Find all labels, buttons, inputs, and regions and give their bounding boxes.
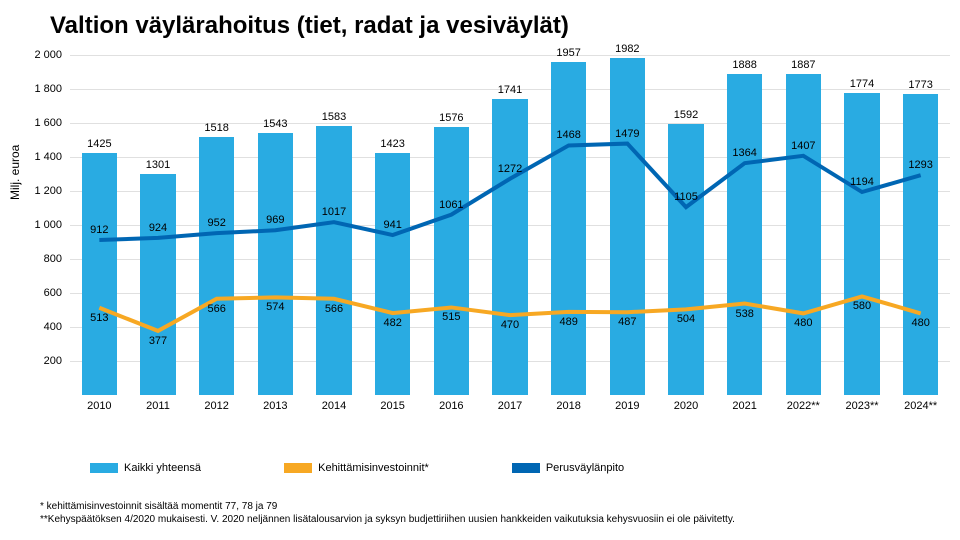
legend-swatch-total xyxy=(90,463,118,473)
bar-value-label: 1543 xyxy=(245,118,305,130)
y-tick: 800 xyxy=(32,253,62,265)
line-value-label: 377 xyxy=(128,335,188,347)
line-value-label: 1061 xyxy=(421,199,481,211)
line-value-label: 1017 xyxy=(304,206,364,218)
line-value-label: 504 xyxy=(656,313,716,325)
line-value-label: 1364 xyxy=(715,147,775,159)
line-value-label: 1194 xyxy=(832,176,892,188)
x-tick-label: 2019 xyxy=(598,400,656,412)
bar-value-label: 1301 xyxy=(128,159,188,171)
y-tick: 200 xyxy=(32,355,62,367)
x-tick-label: 2023** xyxy=(833,400,891,412)
bar-value-label: 1957 xyxy=(539,47,599,59)
line-value-label: 566 xyxy=(187,303,247,315)
line-value-label: 941 xyxy=(363,219,423,231)
line-value-label: 1407 xyxy=(773,140,833,152)
line-value-label: 470 xyxy=(480,319,540,331)
x-tick-label: 2011 xyxy=(129,400,187,412)
line-value-label: 515 xyxy=(421,311,481,323)
chart-area: 2004006008001 0001 2001 4001 6001 8002 0… xyxy=(0,55,960,435)
footnotes: * kehittämisinvestoinnit sisältää moment… xyxy=(40,500,735,526)
plot: 1425130115181543158314231576174119571982… xyxy=(70,55,950,395)
footnote-1: * kehittämisinvestoinnit sisältää moment… xyxy=(40,500,735,513)
line-value-label: 574 xyxy=(245,301,305,313)
line-value-label: 480 xyxy=(891,317,951,329)
y-tick: 1 600 xyxy=(32,117,62,129)
x-tick-label: 2014 xyxy=(305,400,363,412)
bar-value-label: 1518 xyxy=(187,122,247,134)
x-tick-label: 2024** xyxy=(892,400,950,412)
y-tick: 1 000 xyxy=(32,219,62,231)
line-value-label: 912 xyxy=(69,224,129,236)
line-value-label: 1105 xyxy=(656,191,716,203)
x-tick-label: 2021 xyxy=(716,400,774,412)
line-value-label: 924 xyxy=(128,222,188,234)
line-value-label: 1468 xyxy=(539,129,599,141)
line-value-label: 538 xyxy=(715,308,775,320)
y-tick: 1 400 xyxy=(32,151,62,163)
bar-value-label: 1982 xyxy=(597,43,657,55)
x-tick-label: 2020 xyxy=(657,400,715,412)
bar-value-label: 1887 xyxy=(773,59,833,71)
bar-value-label: 1425 xyxy=(69,138,129,150)
legend-label-total: Kaikki yhteensä xyxy=(124,462,201,474)
line-value-label: 1293 xyxy=(891,159,951,171)
bar-value-label: 1576 xyxy=(421,112,481,124)
line-value-label: 952 xyxy=(187,217,247,229)
line-value-label: 580 xyxy=(832,300,892,312)
y-tick: 600 xyxy=(32,287,62,299)
legend-label-dev: Kehittämisinvestoinnit* xyxy=(318,462,429,474)
y-tick: 2 000 xyxy=(32,49,62,61)
line-value-label: 487 xyxy=(597,316,657,328)
bar-value-label: 1774 xyxy=(832,78,892,90)
x-tick-label: 2018 xyxy=(540,400,598,412)
line-value-label: 482 xyxy=(363,317,423,329)
x-tick-label: 2017 xyxy=(481,400,539,412)
y-tick: 1 800 xyxy=(32,83,62,95)
y-tick: 400 xyxy=(32,321,62,333)
x-tick-label: 2016 xyxy=(422,400,480,412)
x-tick-label: 2013 xyxy=(246,400,304,412)
bar-value-label: 1583 xyxy=(304,111,364,123)
legend-swatch-maint xyxy=(512,463,540,473)
x-tick-label: 2010 xyxy=(70,400,128,412)
line-value-label: 1272 xyxy=(480,163,540,175)
line-value-label: 489 xyxy=(539,316,599,328)
x-tick-label: 2012 xyxy=(188,400,246,412)
bar-value-label: 1741 xyxy=(480,84,540,96)
line-value-label: 513 xyxy=(69,312,129,324)
bar-value-label: 1773 xyxy=(891,79,951,91)
legend-label-maint: Perusväylänpito xyxy=(546,462,624,474)
line-value-label: 480 xyxy=(773,317,833,329)
bar-value-label: 1592 xyxy=(656,109,716,121)
y-tick: 1 200 xyxy=(32,185,62,197)
page-title: Valtion väylärahoitus (tiet, radat ja ve… xyxy=(50,12,569,40)
line-value-label: 969 xyxy=(245,214,305,226)
footnote-2: **Kehyspäätöksen 4/2020 mukaisesti. V. 2… xyxy=(40,513,735,526)
bar-value-label: 1888 xyxy=(715,59,775,71)
bar-value-label: 1423 xyxy=(363,138,423,150)
line-value-label: 566 xyxy=(304,303,364,315)
x-tick-label: 2022** xyxy=(774,400,832,412)
legend-swatch-dev xyxy=(284,463,312,473)
x-tick-label: 2015 xyxy=(364,400,422,412)
line-value-label: 1479 xyxy=(597,128,657,140)
legend: Kaikki yhteensä Kehittämisinvestoinnit* … xyxy=(90,462,704,476)
